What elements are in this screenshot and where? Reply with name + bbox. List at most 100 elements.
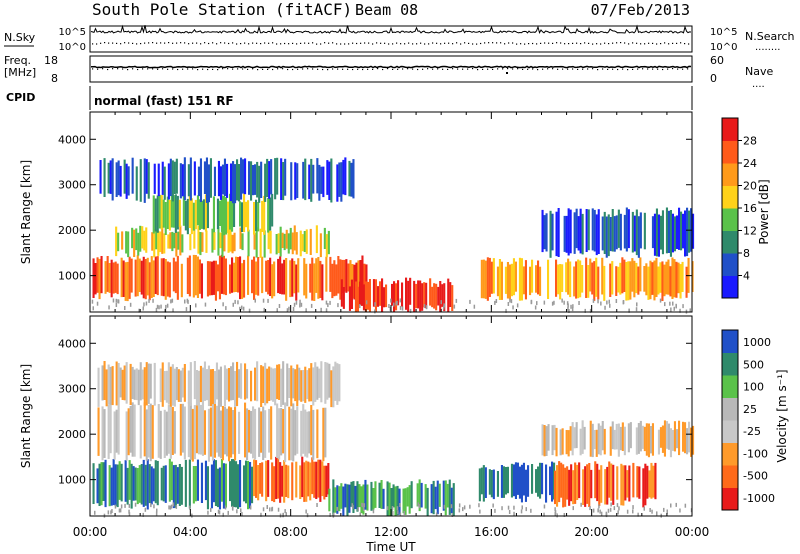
data-cell [409, 308, 412, 313]
data-cell [617, 510, 619, 515]
data-cell [653, 213, 657, 256]
data-cell [255, 460, 258, 498]
data-cell [292, 403, 295, 462]
data-cell [399, 503, 401, 507]
nave-dot [252, 68, 254, 70]
nsearch-dot [376, 42, 378, 44]
data-cell [334, 487, 337, 513]
data-cell [233, 262, 236, 293]
nave-dot [522, 68, 524, 70]
data-cell [563, 215, 566, 252]
data-cell [157, 163, 160, 197]
nave-dot [482, 68, 484, 70]
data-cell [611, 421, 614, 450]
data-cell [209, 407, 213, 457]
data-cell [302, 370, 305, 402]
data-cell [216, 264, 220, 292]
data-cell [171, 298, 174, 303]
nsearch-dot [484, 42, 486, 44]
data-cell [458, 508, 461, 513]
nave-dot [247, 68, 249, 70]
data-cell [197, 225, 200, 254]
data-cell [289, 227, 292, 250]
nsky-line [90, 24, 692, 35]
nsearch-dot [640, 43, 642, 45]
data-cell [126, 467, 129, 505]
data-cell [97, 407, 100, 456]
data-cell [348, 160, 351, 197]
nave-dot [497, 68, 499, 70]
data-cell [551, 301, 554, 306]
data-cell [107, 510, 110, 515]
data-cell [560, 462, 563, 498]
nsearch-dot [392, 43, 394, 45]
nsearch-dot [336, 43, 338, 45]
y-tick-label: 1000 [58, 474, 86, 487]
nave-dot [467, 68, 469, 70]
data-cell [128, 509, 130, 514]
data-cell [120, 463, 123, 502]
data-cell [222, 302, 224, 307]
nave-tick-bottom: 0 [710, 72, 717, 85]
data-cell [589, 420, 592, 457]
data-cell [673, 306, 675, 311]
data-cell [232, 302, 234, 307]
data-cell [292, 307, 295, 311]
data-cell [617, 423, 620, 457]
data-cell [268, 161, 271, 199]
data-cell [430, 484, 433, 514]
data-cell [250, 161, 253, 201]
data-cell [262, 406, 265, 460]
data-cell [512, 258, 516, 296]
nsearch-dot [528, 43, 530, 45]
data-cell [669, 428, 673, 458]
data-cell [389, 306, 392, 311]
data-cell [575, 261, 578, 299]
data-cell [295, 264, 298, 301]
data-cell [163, 409, 166, 458]
data-cell [180, 466, 183, 505]
data-cell [282, 513, 284, 518]
nsearch-dot [384, 42, 386, 44]
data-cell [143, 158, 146, 203]
data-cell [115, 226, 118, 257]
data-cell [268, 408, 271, 453]
nsearch-dot [552, 42, 554, 44]
data-cell [144, 259, 147, 300]
data-cell [217, 160, 221, 197]
nave-dot [107, 68, 109, 71]
data-cell [183, 364, 186, 402]
data-cell [397, 510, 399, 515]
data-cell [148, 298, 150, 303]
data-cell [173, 368, 176, 407]
data-cell [329, 300, 331, 305]
data-cell [451, 285, 454, 311]
data-cell [442, 305, 445, 310]
cpid-label: CPID [6, 91, 35, 104]
nave-dot [597, 69, 599, 71]
nave-dot [202, 68, 204, 70]
nave-dot [312, 68, 314, 70]
data-cell [276, 364, 279, 400]
nave-dot [207, 68, 209, 71]
nave-dot [177, 68, 179, 71]
data-cell [597, 508, 599, 513]
data-cell [135, 368, 138, 401]
data-cell [298, 367, 301, 401]
colorbar-swatch [722, 487, 738, 511]
data-cell [304, 158, 307, 201]
data-cell [218, 255, 222, 300]
data-cell [142, 306, 144, 311]
data-cell [402, 488, 405, 514]
data-cell [232, 362, 235, 401]
data-cell [269, 507, 271, 512]
data-cell [670, 503, 672, 508]
data-cell [279, 462, 282, 503]
data-cell [405, 277, 408, 310]
data-cell [337, 303, 339, 308]
data-cell [110, 467, 113, 506]
data-cell [637, 216, 640, 258]
data-cell [356, 481, 359, 512]
data-cell [392, 511, 394, 515]
